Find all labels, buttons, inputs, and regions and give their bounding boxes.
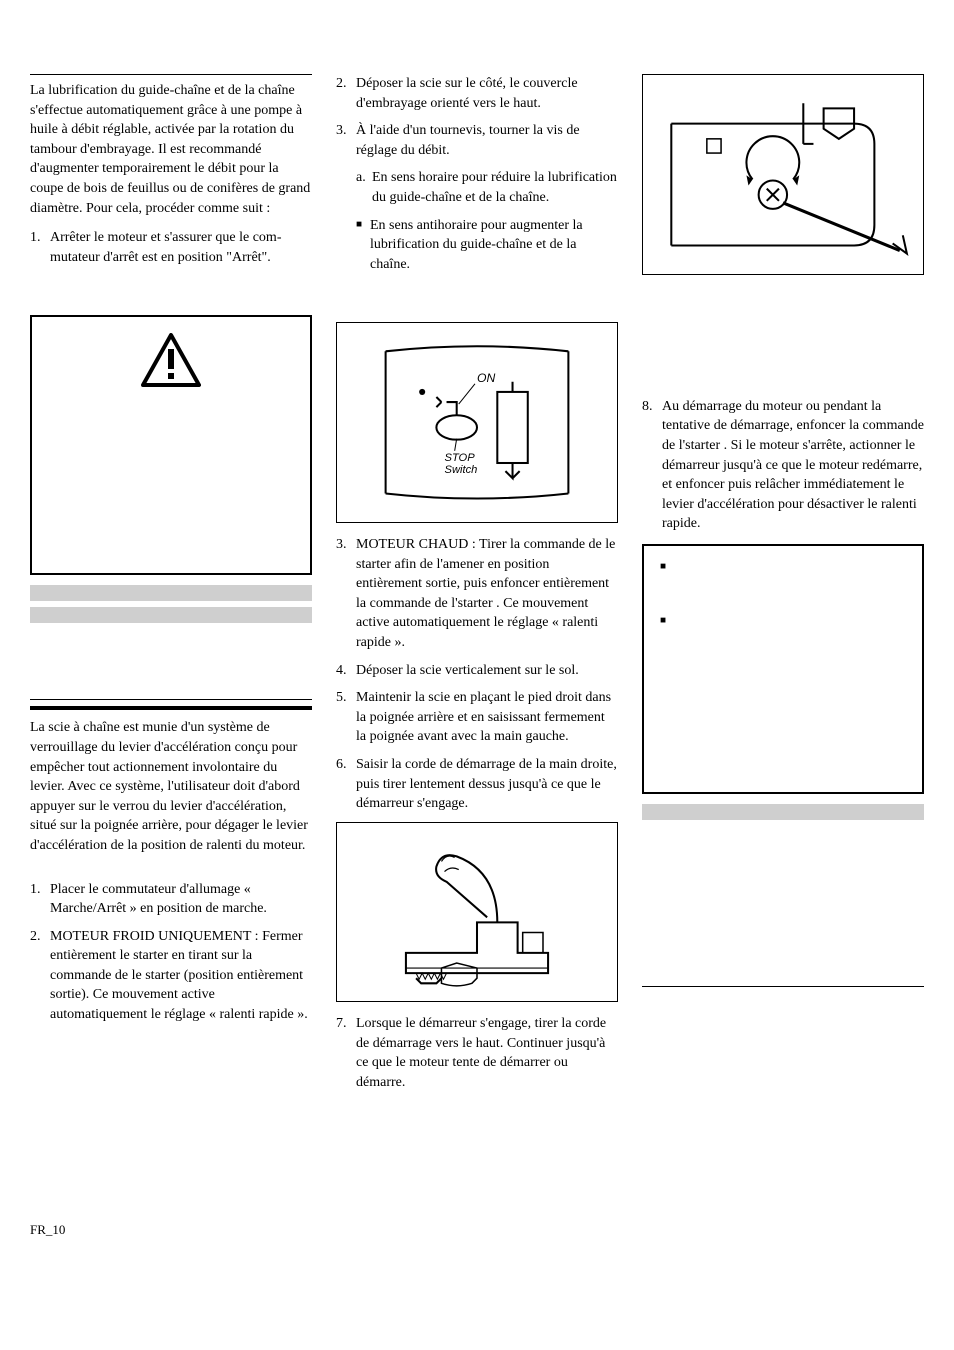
start-step-4: 4. Déposer la scie verticalement sur le …: [336, 661, 618, 681]
figure-flow-adjust: [642, 74, 924, 275]
square-bullet-icon: ■: [356, 216, 370, 275]
start-step-2: 2. MOTEUR FROID UNIQUEMENT : Fermer enti…: [30, 927, 312, 1025]
step-text: Placer le commutateur d'allumage « March…: [50, 880, 312, 919]
flow-adjust-illustration: [651, 83, 915, 266]
callout-bullet-1: ■: [660, 560, 906, 574]
step-text: Déposer la scie verticalement sur le sol…: [356, 661, 618, 681]
step-list-2: 2. Déposer la scie sur le côté, le couve…: [336, 74, 618, 160]
step-number: 8.: [642, 397, 662, 534]
step-number: 7.: [336, 1014, 356, 1092]
grey-bar: [30, 607, 312, 623]
step-text: Maintenir la scie en plaçant le pied dro…: [356, 688, 618, 747]
lock-intro: La scie à chaîne est munie d'un système …: [30, 718, 312, 855]
figure-stop-switch: ON STOP Switch: [336, 322, 618, 523]
step-number: 4.: [336, 661, 356, 681]
step-text: MOTEUR FROID UNIQUEMENT : Fermer entière…: [50, 927, 312, 1025]
step-text: Lorsque le démarreur s'engage, tirer la …: [356, 1014, 618, 1092]
step-number: 1.: [30, 880, 50, 919]
step-text: MOTEUR CHAUD : Tirer la commande de le s…: [356, 535, 618, 653]
start-list-3: 7. Lorsque le démarreur s'engage, tirer …: [336, 1014, 618, 1092]
divider: [30, 699, 312, 700]
warning-box: [30, 315, 312, 575]
step-1: 1. Arrêter le moteur et s'assurer que le…: [30, 228, 312, 267]
start-list-4: 8. Au démarrage du moteur ou pendant la …: [642, 397, 924, 534]
divider: [30, 74, 312, 75]
svg-label-switch: Switch: [445, 464, 478, 476]
step-list-1: 1. Arrêter le moteur et s'assurer que le…: [30, 228, 312, 267]
intro-text: La lubrification du guide-chaîne et de l…: [30, 81, 312, 218]
substep-bullet: ■ En sens antihoraire pour augmenter la …: [336, 216, 618, 275]
grey-bar: [30, 585, 312, 601]
svg-label-on: ON: [477, 371, 495, 385]
column-3: 8. Au démarrage du moteur ou pendant la …: [642, 74, 924, 1101]
start-step-6: 6. Saisir la corde de démarrage de la ma…: [336, 755, 618, 814]
substep-label: a.: [356, 168, 372, 207]
column-2: 2. Déposer la scie sur le côté, le couve…: [336, 74, 618, 1101]
step-number: 6.: [336, 755, 356, 814]
stop-switch-illustration: ON STOP Switch: [345, 331, 609, 514]
start-list-2: 3. MOTEUR CHAUD : Tirer la commande de l…: [336, 535, 618, 814]
step-number: 3.: [336, 535, 356, 653]
page-footer: FR_10: [30, 1221, 924, 1239]
step-2: 2. Déposer la scie sur le côté, le couve…: [336, 74, 618, 113]
page-columns: La lubrification du guide-chaîne et de l…: [30, 74, 924, 1101]
start-step-5: 5. Maintenir la scie en plaçant le pied …: [336, 688, 618, 747]
column-1: La lubrification du guide-chaîne et de l…: [30, 74, 312, 1101]
start-step-1: 1. Placer le commutateur d'allumage « Ma…: [30, 880, 312, 919]
grey-bar: [642, 804, 924, 820]
warning-icon: [141, 333, 201, 387]
substep-text: En sens horaire pour réduire la lubrific…: [372, 168, 618, 207]
step-text: À l'aide d'un tournevis, tourner la vis …: [356, 121, 618, 160]
step-number: 2.: [336, 74, 356, 113]
start-list: 1. Placer le commutateur d'allumage « Ma…: [30, 880, 312, 1025]
step-text: Déposer la scie sur le côté, le couver­c…: [356, 74, 618, 113]
square-bullet-icon: ■: [660, 560, 676, 574]
start-step-8: 8. Au démarrage du moteur ou pendant la …: [642, 397, 924, 534]
svg-label-stop: STOP: [445, 452, 476, 464]
step-3: 3. À l'aide d'un tournevis, tourner la v…: [336, 121, 618, 160]
step-number: 5.: [336, 688, 356, 747]
step-text: Saisir la corde de démarrage de la main …: [356, 755, 618, 814]
thick-divider: [30, 706, 312, 710]
square-bullet-icon: ■: [660, 614, 676, 628]
start-step-7: 7. Lorsque le démarreur s'engage, tirer …: [336, 1014, 618, 1092]
divider: [642, 986, 924, 987]
step-number: 2.: [30, 927, 50, 1025]
figure-pull-cord: [336, 822, 618, 1002]
start-step-3: 3. MOTEUR CHAUD : Tirer la commande de l…: [336, 535, 618, 653]
step-text: Arrêter le moteur et s'assurer que le co…: [50, 228, 312, 267]
step-number: 3.: [336, 121, 356, 160]
bullet-text: En sens antihoraire pour augmenter la lu…: [370, 216, 618, 275]
pull-cord-illustration: [345, 831, 609, 993]
callout-box: ■ ■: [642, 544, 924, 794]
substep-a: a. En sens horaire pour réduire la lubri…: [336, 168, 618, 207]
callout-bullet-2: ■: [660, 614, 906, 628]
step-text: Au démarrage du moteur ou pendant la ten…: [662, 397, 924, 534]
step-number: 1.: [30, 228, 50, 267]
